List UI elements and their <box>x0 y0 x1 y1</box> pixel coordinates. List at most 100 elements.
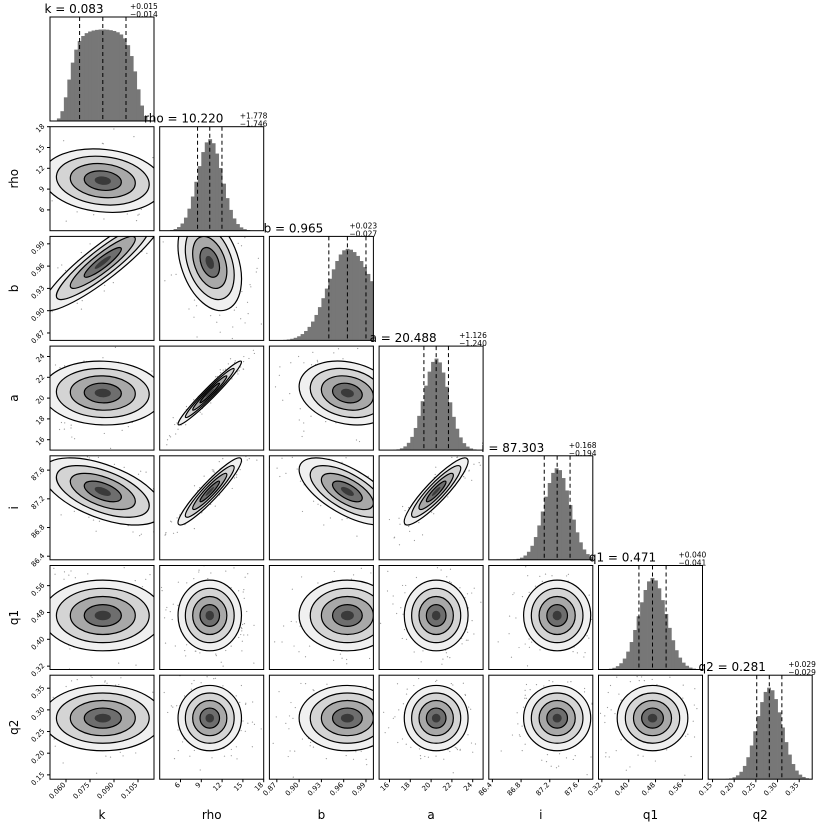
contour-line <box>177 360 243 426</box>
scatter-point <box>121 429 123 431</box>
hist-bar <box>136 89 141 121</box>
scatter-point <box>436 567 439 569</box>
scatter-point <box>292 454 293 455</box>
hist-title-plus: +0.029 <box>788 660 816 669</box>
x-tick-label: 12 <box>212 781 224 793</box>
scatter-point <box>74 577 76 579</box>
panel-i-a <box>378 455 484 561</box>
hist-bar <box>290 338 295 341</box>
scatter-point <box>415 399 416 400</box>
scatter-point <box>80 308 83 310</box>
contour-line <box>184 236 235 301</box>
scatter-point <box>236 474 238 476</box>
scatter-point <box>246 459 248 461</box>
scatter-point <box>392 603 394 605</box>
hist-bar <box>70 62 75 121</box>
hist-title-minus: −0.027 <box>349 229 377 238</box>
hist-bar <box>211 143 216 231</box>
scatter-point <box>161 485 162 486</box>
scatter-point <box>193 485 196 487</box>
scatter-point <box>193 399 195 401</box>
hist-bar <box>218 167 223 231</box>
scatter-point <box>30 149 31 150</box>
scatter-point <box>248 458 250 460</box>
y-tick-label: 0.15 <box>30 771 47 788</box>
hist-title-i: i = 87.303 <box>481 441 544 455</box>
scatter-point <box>156 336 157 337</box>
hist-bar <box>763 691 768 780</box>
panel-q1-i <box>488 565 594 670</box>
scatter-point <box>310 415 312 417</box>
contour-line <box>298 457 374 526</box>
scatter-point <box>440 569 442 571</box>
scatter-point <box>175 194 176 195</box>
scatter-point <box>33 464 34 465</box>
scatter-point <box>222 685 224 687</box>
scatter-point <box>234 360 236 362</box>
scatter-point <box>405 693 408 695</box>
scatter-point <box>366 764 368 766</box>
scatter-point <box>343 664 344 665</box>
x-axis-label-k: k <box>99 808 106 822</box>
hist-bar <box>314 314 319 341</box>
scatter-point <box>58 428 61 431</box>
y-tick-label: 0.30 <box>30 706 47 723</box>
scatter-point <box>200 545 201 546</box>
scatter-point <box>315 452 316 453</box>
scatter-point <box>552 681 554 683</box>
scatter-point <box>584 652 586 654</box>
scatter-point <box>210 315 212 317</box>
scatter-point <box>11 386 12 387</box>
panel-q2-a: 16 18 20 22 24 a <box>378 674 484 822</box>
panel-i-b <box>268 446 438 561</box>
scatter-point <box>126 213 128 215</box>
scatter-point <box>18 465 19 466</box>
scatter-point <box>152 156 154 159</box>
scatter-point <box>137 214 139 216</box>
y-tick-label: 0.48 <box>30 608 47 625</box>
scatter-point <box>382 517 383 518</box>
hist-bar <box>98 29 103 121</box>
scatter-point <box>290 701 292 704</box>
scatter-point <box>588 637 590 639</box>
scatter-point <box>396 509 397 510</box>
scatter-point <box>133 136 135 138</box>
hist-bar <box>363 267 367 341</box>
density-shade <box>552 713 562 723</box>
scatter-point <box>437 556 438 557</box>
panel-q1-k: 0.32 0.40 0.48 0.56 q1 <box>7 565 155 679</box>
scatter-point <box>516 712 518 714</box>
scatter-point <box>70 424 72 426</box>
scatter-point <box>497 641 499 643</box>
scatter-point <box>183 695 186 697</box>
scatter-point <box>508 633 510 635</box>
scatter-point <box>393 493 394 494</box>
scatter-point <box>341 657 343 659</box>
scatter-point <box>395 738 396 739</box>
scatter-point <box>198 234 199 235</box>
scatter-point <box>436 679 438 681</box>
hist-bar <box>356 255 360 341</box>
scatter-point <box>383 711 385 713</box>
panel-frame <box>49 16 155 122</box>
scatter-point <box>251 721 254 723</box>
contour-line <box>641 707 664 729</box>
hist-bar <box>622 658 627 670</box>
scatter-point <box>132 650 133 651</box>
scatter-point <box>135 664 137 666</box>
scatter-point <box>215 233 216 234</box>
contour-line <box>184 465 235 518</box>
scatter-point <box>210 402 212 404</box>
contour-line <box>309 587 374 644</box>
scatter-point <box>377 740 378 741</box>
hist-bar <box>756 716 761 780</box>
scatter-point <box>199 652 201 654</box>
scatter-point <box>312 500 315 502</box>
density-shade <box>94 713 111 723</box>
hist-bar <box>366 273 371 341</box>
scatter-point <box>247 312 249 315</box>
scatter-point <box>451 456 453 459</box>
scatter-point <box>275 446 276 447</box>
x-tick-label: 22 <box>441 781 453 793</box>
scatter-point <box>70 680 73 682</box>
